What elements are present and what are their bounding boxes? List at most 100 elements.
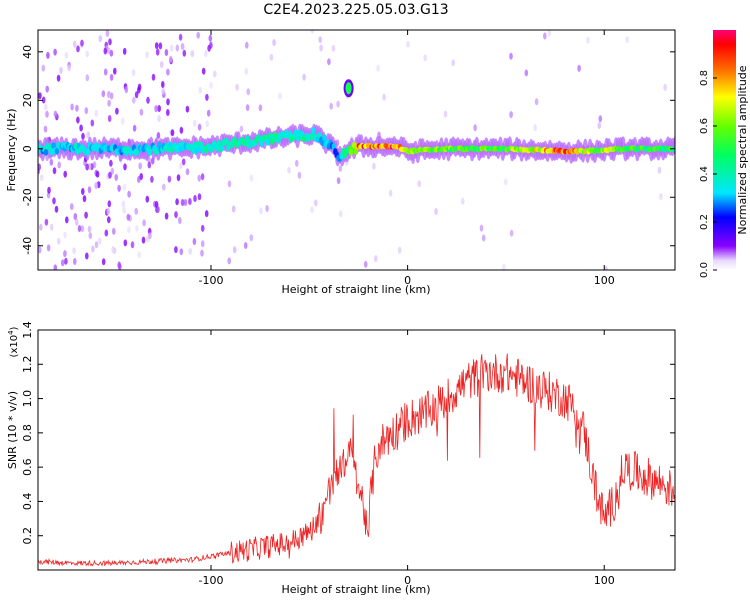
spectrogram-speckle: [503, 178, 508, 186]
spectrogram-speckle: [543, 32, 547, 40]
spectrogram-speckle: [97, 237, 102, 245]
spectrogram-speckle: [124, 86, 129, 94]
snr-y-scale-text: (x10: [9, 335, 20, 358]
spectrogram-speckle: [122, 206, 126, 214]
snr-panel: -100 0 100 0.2 0.4 0.6 0.8 1.0 1.2 1.4 Height of…: [6, 321, 676, 596]
spectrogram-speckle: [166, 98, 170, 106]
snr-y-ticks: 0.2 0.4 0.6 0.8 1.0 1.2 1.4: [21, 321, 675, 544]
spectrogram-ridge-cell: [311, 127, 316, 135]
spectrogram-speckle: [85, 50, 89, 58]
spectrogram-y-tick-label: 40: [21, 45, 34, 59]
spectrogram-speckle: [397, 246, 402, 254]
spectrogram-speckle: [91, 245, 95, 253]
spectrogram-ridge-cell: [219, 144, 225, 152]
spectrogram-speckle: [53, 110, 58, 118]
spectrogram-ridge-cell: [216, 140, 222, 147]
spectrogram-x-axis-label: Height of straight line (km): [281, 283, 430, 296]
colorbar-tick-label: 0.4: [699, 166, 710, 182]
spectrogram-speckle: [64, 257, 68, 265]
spectrogram-speckle: [197, 193, 202, 201]
spectrogram-speckle: [185, 168, 190, 176]
spectrogram-speckle: [170, 129, 175, 137]
spectrogram-speckle: [57, 161, 61, 169]
snr-x-tick-label: -100: [199, 574, 224, 587]
spectrogram-speckle: [188, 198, 192, 205]
spectrogram-y-ticks: -40 -20 0 20 40: [21, 45, 675, 255]
spectrogram-speckle: [206, 109, 211, 117]
snr-y-scale-close: ): [9, 326, 20, 330]
spectrogram-speckle: [85, 163, 89, 171]
spectrogram-speckle: [85, 74, 90, 82]
spectrogram-speckle: [132, 96, 136, 104]
spectrogram-x-tick-label: -100: [199, 274, 224, 287]
spectrogram-speckle: [249, 174, 254, 182]
colorbar-label: Normalized spectral amplitude: [736, 65, 749, 234]
snr-marks: [38, 353, 675, 567]
spectrogram-speckle: [46, 51, 50, 59]
spectrogram-speckle: [231, 205, 236, 213]
spectrogram-speckle: [60, 259, 65, 267]
spectrogram-ridge-cell: [224, 137, 229, 145]
spectrogram-speckle: [178, 217, 182, 224]
snr-y-tick-label: 0.2: [21, 527, 34, 545]
spectrogram-speckle: [382, 93, 386, 101]
spectrogram-speckle: [52, 197, 56, 205]
spectrogram-speckle: [158, 42, 163, 50]
spectrogram-speckle: [63, 170, 67, 178]
spectrogram-speckle: [137, 251, 141, 259]
spectrogram-speckle: [148, 232, 152, 240]
spectrogram-speckle: [53, 264, 58, 270]
spectrogram-speckle: [111, 246, 115, 253]
spectrogram-y-tick-label: 20: [21, 93, 34, 107]
spectrogram-speckle: [245, 41, 249, 49]
spectrogram-speckle: [479, 224, 484, 232]
spectrogram-speckle: [200, 249, 204, 257]
spectrogram-speckle: [245, 104, 250, 112]
spectrogram-speckle: [82, 195, 87, 203]
spectrogram-speckle: [331, 44, 336, 52]
spectrogram-speckle: [63, 250, 67, 258]
spectrogram-speckle: [84, 107, 89, 115]
spectrogram-speckle: [73, 258, 77, 265]
spectrogram-speckle: [145, 195, 150, 203]
spectrogram-speckle: [44, 218, 49, 226]
colorbar-tick-label: 0.0: [699, 262, 710, 278]
spectrogram-speckle: [59, 66, 63, 74]
spectrogram-speckle: [81, 132, 85, 140]
spectrogram-speckle: [114, 173, 118, 181]
spectrogram-speckle: [98, 35, 103, 43]
spectrogram-speckle: [167, 175, 172, 183]
snr-x-ticks: -100 0 100: [199, 330, 615, 587]
spectrogram-speckle: [244, 67, 248, 75]
spectrogram-speckle: [179, 162, 183, 170]
spectrogram-speckle: [127, 190, 131, 198]
spectrogram-speckle: [269, 53, 274, 61]
spectrogram-ridge-cell: [86, 148, 91, 156]
spectrogram-speckle: [117, 184, 121, 192]
spectrogram-speckle: [164, 49, 169, 56]
colorbar-tick-label: 0.8: [699, 70, 710, 86]
spectrogram-speckle: [204, 210, 209, 218]
spectrogram-speckle: [139, 108, 144, 116]
spectrogram-speckle: [70, 103, 74, 111]
spectrogram-speckle: [107, 216, 111, 224]
spectrogram-speckle: [246, 88, 250, 96]
spectrogram-speckle: [135, 224, 139, 232]
spectrogram-speckle: [278, 92, 282, 100]
spectrogram-speckle: [45, 110, 49, 118]
spectrogram-speckle: [63, 231, 67, 239]
spectrogram-speckle: [239, 125, 244, 133]
spectrogram-speckle: [180, 43, 185, 50]
spectrogram-speckle: [178, 33, 183, 41]
spectrogram-speckle: [108, 38, 112, 46]
spectrogram-x-tick-label: 0: [404, 274, 411, 287]
colorbar: 0.0 0.2 0.4 0.6 0.8 Normalized spectral ampl…: [699, 30, 749, 278]
spectrogram-speckle: [329, 102, 334, 110]
spectrogram-speckle: [132, 124, 137, 132]
spectrogram-y-axis-label: Frequency (Hz): [5, 109, 18, 192]
spectrogram-speckle: [107, 115, 112, 122]
spectrogram-speckle: [388, 189, 393, 197]
figure-title: C2E4.2023.225.05.03.G13: [263, 2, 448, 18]
spectrogram-speckle: [625, 36, 629, 44]
